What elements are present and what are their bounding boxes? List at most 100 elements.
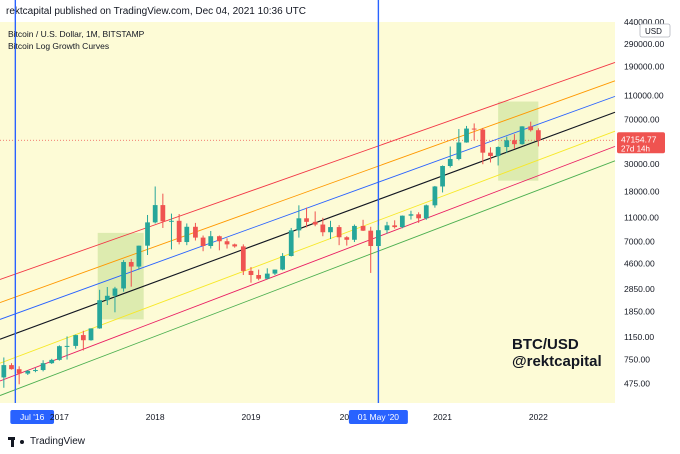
candle-body [432, 186, 438, 206]
candle-body [160, 205, 166, 222]
candle-body [64, 345, 70, 347]
chart-area[interactable]: Bitcoin / U.S. Dollar, 1M, BITSTAMP Bitco… [0, 0, 680, 430]
price-tick-label: 2850.00 [624, 284, 655, 294]
price-tick-label: 1150.00 [624, 332, 654, 342]
tv-logo-icon [8, 436, 24, 447]
candle-body [528, 126, 534, 131]
price-tick-label: 440000.00 [624, 17, 664, 27]
header-bar: rektcapital published on TradingView.com… [0, 0, 680, 22]
time-tick-label: 202 [340, 412, 354, 422]
candle-body [488, 152, 493, 157]
highlight-zone [498, 101, 539, 181]
candle-body [16, 369, 22, 374]
candle-body [464, 128, 469, 143]
candle-body [224, 241, 230, 245]
price-chart[interactable]: Bitcoin / U.S. Dollar, 1M, BITSTAMP Bitco… [0, 0, 680, 430]
candle-body [456, 142, 462, 159]
candle-body [208, 236, 214, 247]
legend-symbol: Bitcoin / U.S. Dollar, 1M, BITSTAMP [8, 29, 145, 39]
candle-body [57, 346, 62, 360]
candle-body [519, 126, 525, 145]
time-tick-label: 2022 [529, 412, 548, 422]
candle-body [392, 225, 398, 228]
candle-body [184, 226, 190, 243]
candle-body [360, 225, 366, 231]
highlight-zone [97, 232, 144, 320]
candle-body [328, 227, 333, 233]
candle-body [121, 262, 126, 289]
marker-date-badge [348, 410, 408, 424]
candle-body [440, 165, 445, 187]
candle-body [471, 128, 477, 130]
growth-curve [0, 111, 616, 340]
candle-body [480, 129, 486, 153]
candle-body [423, 205, 429, 219]
candle-body [25, 370, 31, 374]
candle-body [9, 365, 14, 370]
candle-body [304, 218, 309, 222]
price-tick-label: 1850.00 [624, 307, 655, 317]
growth-curve [0, 145, 616, 382]
candle-body [416, 214, 421, 219]
plot-background [0, 22, 615, 403]
candle-body [145, 222, 150, 246]
growth-curve [0, 62, 616, 280]
candle-body [176, 220, 182, 243]
marker-date-badge [10, 410, 55, 424]
candle-body [344, 237, 350, 240]
candle-body [535, 130, 541, 141]
price-tick-label: 30000.00 [624, 159, 660, 169]
growth-curve [0, 130, 616, 364]
tradingview-logo[interactable]: TradingView [8, 436, 85, 447]
candle-body [256, 275, 262, 279]
candle-body [40, 363, 46, 371]
candle-body [512, 140, 517, 145]
time-tick-label: 2017 [50, 412, 69, 422]
candle-body [88, 328, 94, 341]
candle-body [200, 237, 206, 247]
candle-body [169, 220, 174, 222]
growth-curve [0, 160, 616, 396]
price-scale-background [615, 0, 680, 403]
price-tick-label: 190000.00 [624, 61, 664, 71]
candle-body [240, 246, 246, 271]
candle-body [288, 230, 294, 256]
candle-body [296, 218, 302, 231]
current-price-value: 47154.77 [621, 134, 657, 144]
candle-body [408, 214, 414, 216]
candle-body [1, 365, 7, 378]
growth-curve [0, 80, 616, 303]
candle-body [80, 335, 86, 341]
candle-body [97, 300, 103, 329]
currency-badge [639, 23, 671, 38]
candle-body [320, 224, 326, 233]
candle-body [33, 370, 38, 372]
candle-body [264, 273, 270, 279]
current-price-badge [617, 132, 665, 154]
price-tick-label: 475.00 [624, 379, 650, 389]
candle-body [399, 215, 405, 228]
growth-curve [0, 95, 616, 320]
candle-countdown: 27d 14h [621, 144, 650, 153]
candle-body [447, 158, 453, 166]
publish-info: rektcapital published on TradingView.com… [6, 6, 306, 17]
candle-body [376, 230, 381, 247]
time-tick-label: 2019 [242, 412, 261, 422]
candle-body [272, 269, 278, 274]
candle-body [49, 359, 55, 364]
price-tick-label: 750.00 [624, 355, 650, 365]
price-tick-label: 70000.00 [624, 114, 660, 124]
currency-label: USD [645, 27, 662, 36]
candle-body [104, 295, 110, 301]
marker-date-label: 01 May '20 [358, 412, 400, 422]
price-tick-label: 11000.00 [624, 212, 659, 222]
footer-bar: TradingView [0, 430, 680, 454]
brand-name: TradingView [30, 436, 86, 447]
tv-logo-dot [20, 439, 24, 444]
candle-body [280, 255, 285, 270]
candle-body [216, 236, 222, 242]
candle-body [73, 335, 79, 346]
price-tick-label: 4600.00 [624, 258, 655, 268]
candle-body [336, 227, 342, 238]
watermark-author: @rektcapital [512, 353, 602, 370]
